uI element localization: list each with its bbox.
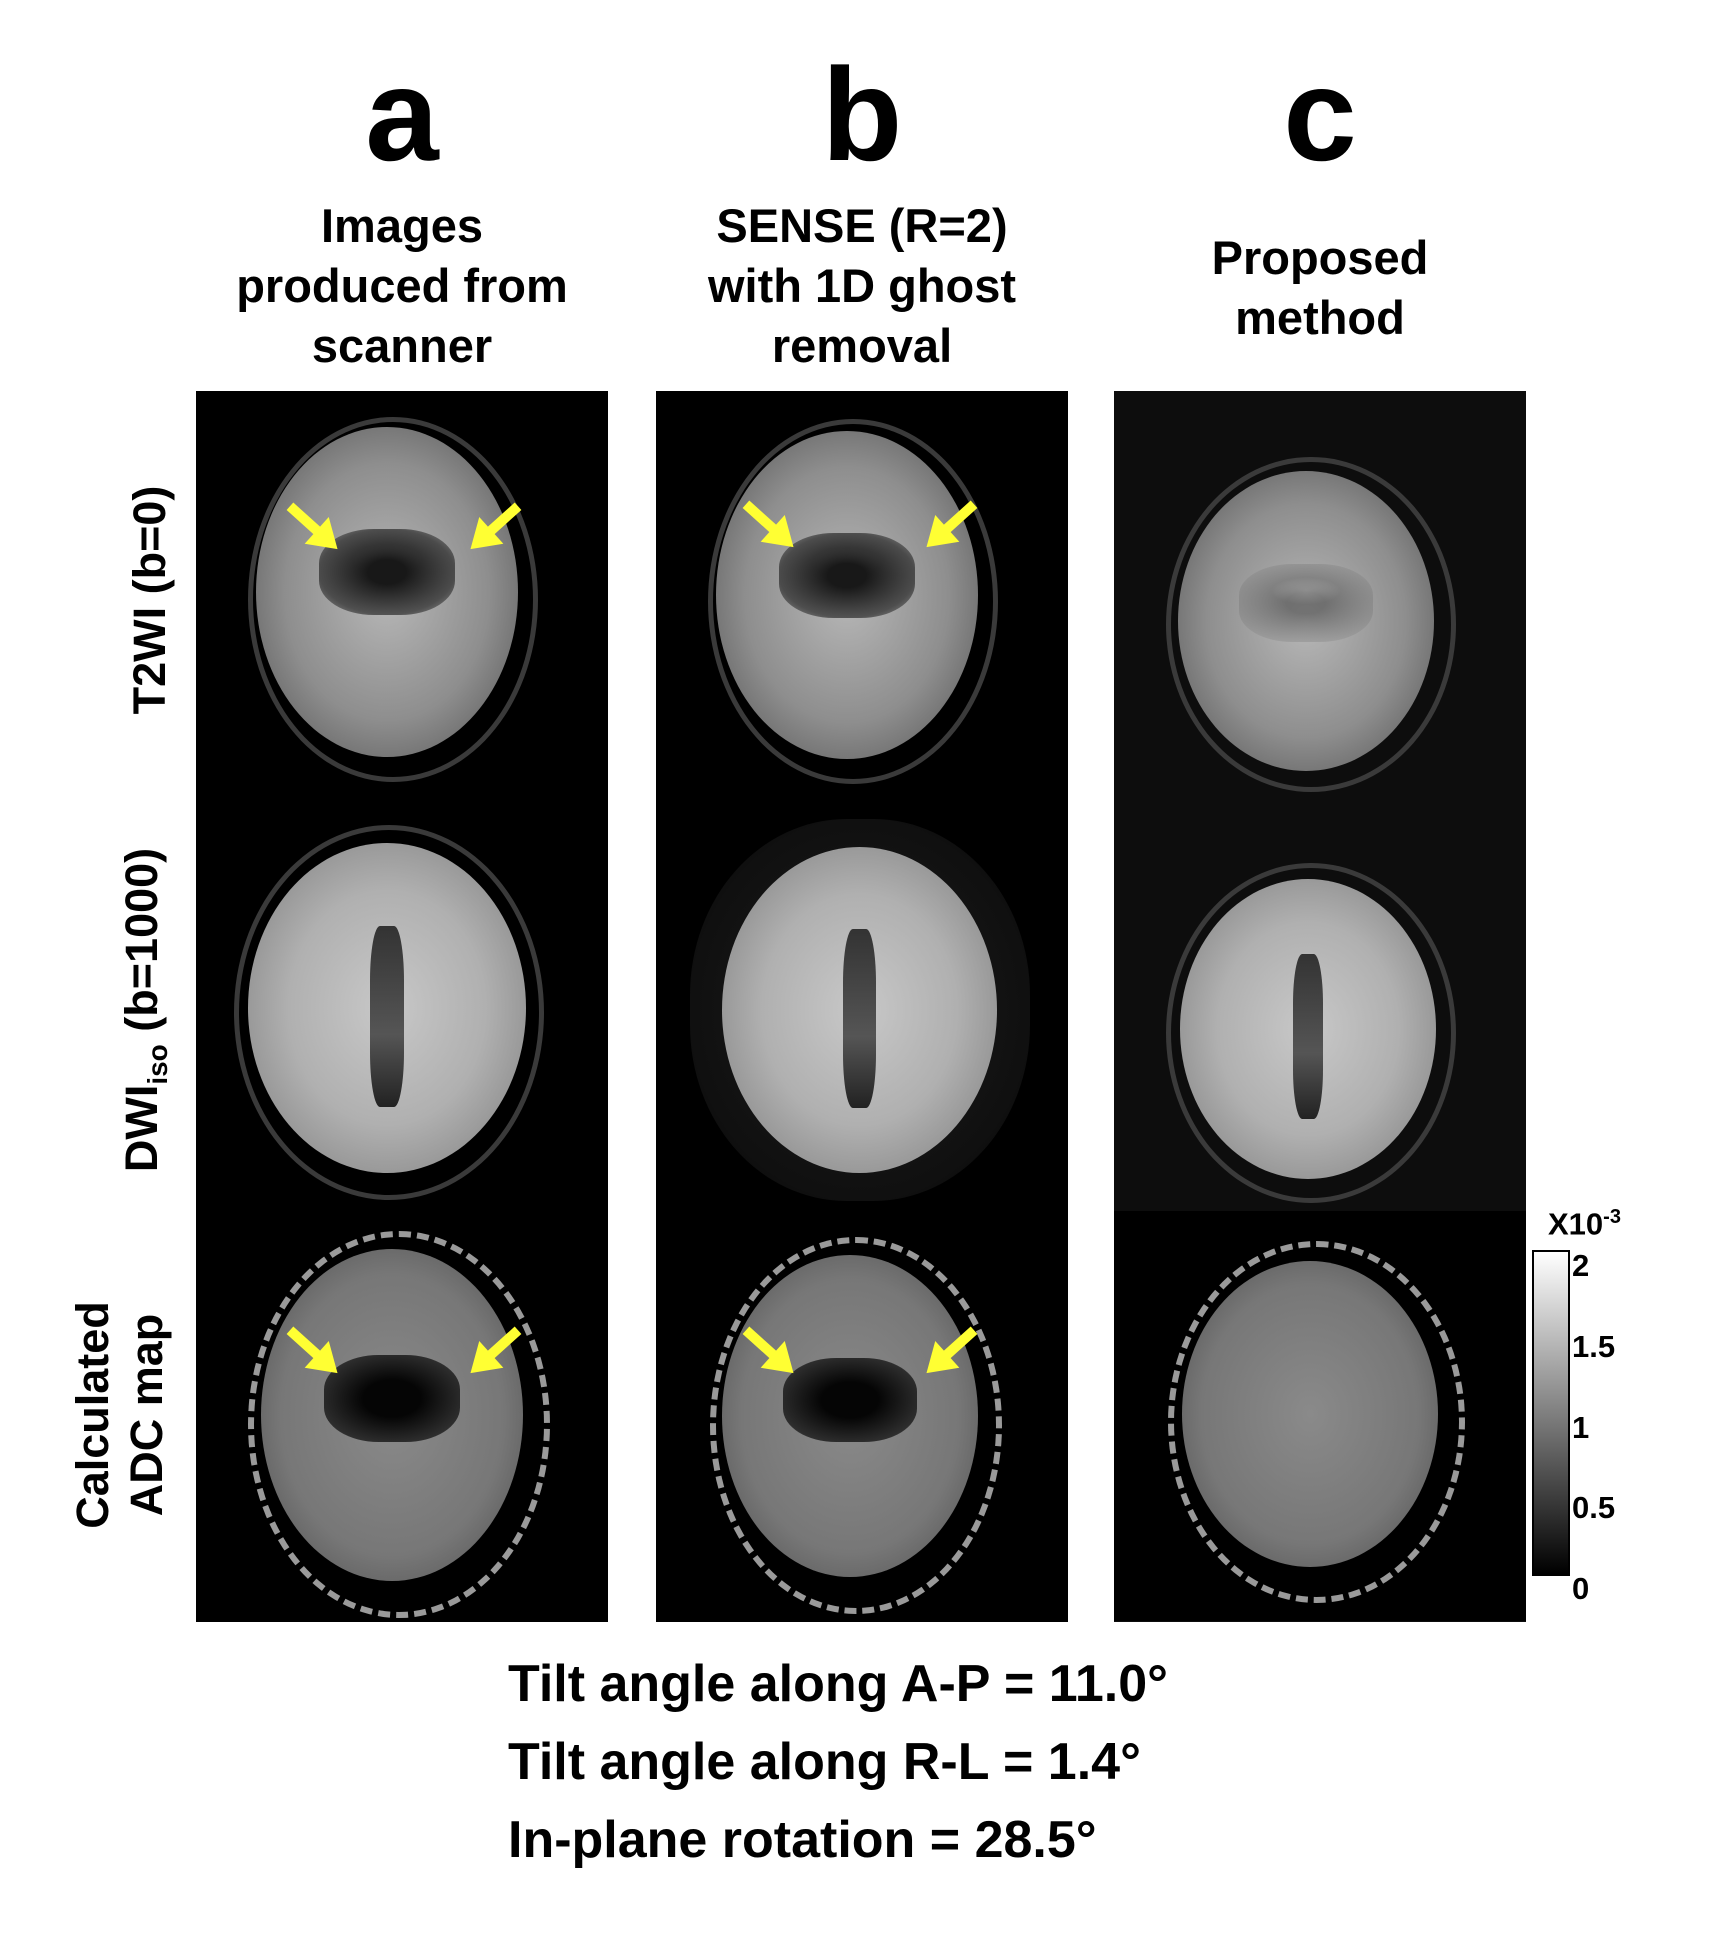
colorbar-tick-label: 2 [1572,1248,1590,1283]
image-panel-a [196,391,608,1622]
brain-image [716,431,978,759]
column-letter-c: c [1283,41,1357,188]
image-b-adc [656,1211,1068,1621]
colorbar-tick-label: 1.5 [1572,1329,1616,1364]
brain-image [248,843,526,1173]
colorbar-tick-label: 1 [1572,1410,1590,1445]
skull-ring [710,1237,1002,1614]
brain-image [1178,471,1434,771]
image-a-adc [196,1211,608,1621]
image-a-dwi [196,801,608,1211]
image-c-adc [1114,1211,1526,1621]
colorbar-tick-label: 0 [1572,1571,1590,1606]
skull-ring [248,1231,550,1618]
image-c-dwi [1114,801,1526,1211]
skull-ring [1168,1241,1465,1603]
column-letter-a: a [365,41,439,188]
column-letter-b: b [821,41,903,188]
footer-tilt-rl: Tilt angle along R-L = 1.4° [508,1733,1141,1791]
column-title-b: SENSE (R=2) with 1D ghost removal [707,199,1017,372]
colorbar-tick-label: 0.5 [1572,1490,1616,1525]
skull-ring [1166,457,1456,792]
row-label-t2wi: T2WI (b=0) [124,485,175,715]
image-panel-b [656,391,1068,1622]
footer-tilt-ap: Tilt angle along A-P = 11.0° [508,1655,1168,1713]
brain-image [1182,1261,1438,1567]
skull-ring [234,825,544,1200]
row-label-adc: Calculated ADC map [67,1301,172,1529]
footer-rotation: In-plane rotation = 28.5° [508,1811,1097,1869]
row-label-dwi: DWIiso (b=1000) [116,847,173,1173]
colorbar-scale: X10-3 [1548,1206,1621,1242]
brain-image [1180,879,1436,1179]
brain-image [256,427,518,757]
skull-ring [1166,863,1456,1203]
brain-image [722,1255,978,1577]
colorbar [1532,1250,1570,1576]
skull-ring [708,419,998,784]
image-c-t2wi [1114,391,1526,801]
image-b-t2wi [656,391,1068,801]
image-a-t2wi [196,391,608,801]
brain-image [722,847,997,1173]
skull-ring [248,417,538,782]
column-title-a: Images produced from scanner [236,199,568,372]
image-panel-c [1114,391,1526,1622]
brain-image [261,1249,523,1581]
image-b-dwi [656,801,1068,1211]
column-title-c: Proposed method [1211,231,1429,344]
